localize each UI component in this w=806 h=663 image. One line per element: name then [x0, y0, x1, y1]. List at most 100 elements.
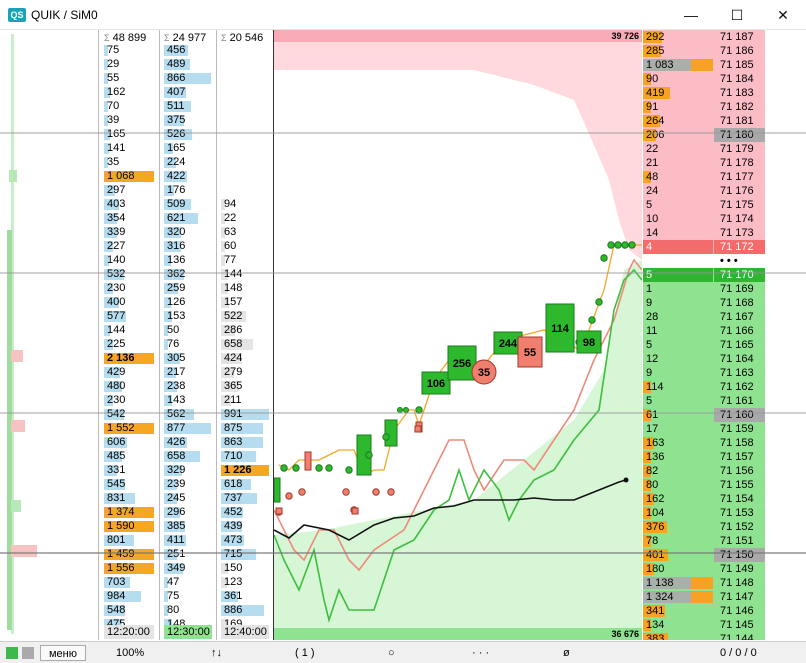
bid-row[interactable]: 5 71 161 [643, 394, 765, 408]
order-volume-cell[interactable]: 5 [643, 394, 713, 408]
status-gray-indicator[interactable] [22, 647, 34, 659]
order-price-cell[interactable]: 71 145 [720, 619, 754, 631]
order-volume-cell[interactable]: 28 [643, 310, 713, 324]
order-volume-cell[interactable]: 80 [643, 478, 713, 492]
order-price-cell[interactable]: 71 180 [714, 128, 765, 142]
order-volume-cell[interactable]: 180 [643, 562, 713, 576]
bid-row[interactable]: 11 71 166 [643, 324, 765, 338]
order-volume-cell[interactable]: 24 [643, 184, 713, 198]
ask-row[interactable]: 21 71 178 [643, 156, 765, 170]
circle-icon[interactable]: ○ [388, 647, 395, 659]
ask-row[interactable]: 5 71 175 [643, 198, 765, 212]
bid-row[interactable]: 78 71 151 [643, 534, 765, 548]
order-volume-cell[interactable]: 341 [643, 604, 713, 618]
bid-row[interactable]: 136 71 157 [643, 450, 765, 464]
bid-row[interactable]: 114 71 162 [643, 380, 765, 394]
order-volume-cell[interactable]: 401 [643, 548, 713, 562]
order-price-cell[interactable]: 71 178 [720, 157, 754, 169]
order-price-cell[interactable]: 71 149 [720, 563, 754, 575]
order-volume-cell[interactable]: 134 [643, 618, 713, 632]
order-price-cell[interactable]: 71 161 [720, 395, 754, 407]
order-price-cell[interactable]: 71 144 [720, 633, 754, 640]
order-price-cell[interactable]: 71 179 [720, 143, 754, 155]
ask-row[interactable]: 10 71 174 [643, 212, 765, 226]
order-price-cell[interactable]: 71 185 [720, 59, 754, 71]
bid-row[interactable]: 162 71 154 [643, 492, 765, 506]
minimize-button[interactable]: — [684, 7, 698, 23]
bid-row[interactable]: 80 71 155 [643, 478, 765, 492]
order-price-cell[interactable]: 71 177 [720, 171, 754, 183]
ask-row[interactable]: 1 083 71 185 [643, 58, 765, 72]
order-price-cell[interactable]: 71 165 [720, 339, 754, 351]
close-button[interactable]: ✕ [777, 7, 789, 23]
ask-row[interactable]: 264 71 181 [643, 114, 765, 128]
order-price-cell[interactable]: 71 160 [714, 408, 765, 422]
ask-row[interactable]: 91 71 182 [643, 100, 765, 114]
order-price-cell[interactable]: 71 163 [720, 367, 754, 379]
order-price-cell[interactable]: 71 175 [720, 199, 754, 211]
bid-row[interactable]: 82 71 156 [643, 464, 765, 478]
order-price-cell[interactable]: 71 186 [720, 45, 754, 57]
order-volume-cell[interactable]: 419 [643, 86, 713, 100]
order-volume-cell[interactable]: 1 324 [643, 590, 713, 604]
menu-button[interactable]: меню [40, 645, 86, 661]
order-price-cell[interactable]: 71 146 [720, 605, 754, 617]
null-icon[interactable]: ø [563, 647, 570, 659]
order-price-cell[interactable]: 71 147 [720, 591, 754, 603]
zoom-level[interactable]: 100% [116, 647, 145, 659]
order-price-cell[interactable]: 71 173 [720, 227, 754, 239]
order-volume-cell[interactable]: 17 [643, 422, 713, 436]
order-price-cell[interactable]: 71 169 [720, 283, 754, 295]
order-book[interactable]: 292 71 187 285 71 186 1 083 71 185 90 71 184 419… [643, 30, 765, 640]
ask-row[interactable]: 22 71 179 [643, 142, 765, 156]
order-volume-cell[interactable]: 91 [643, 100, 713, 114]
bid-row[interactable]: 17 71 159 [643, 422, 765, 436]
order-price-cell[interactable]: 71 152 [720, 521, 754, 533]
order-price-cell[interactable]: 71 172 [714, 240, 765, 254]
order-price-cell[interactable]: 71 153 [720, 507, 754, 519]
order-volume-cell[interactable]: 21 [643, 156, 713, 170]
order-volume-cell[interactable]: 104 [643, 506, 713, 520]
order-volume-cell[interactable]: 285 [643, 44, 713, 58]
order-price-cell[interactable]: 71 151 [720, 535, 754, 547]
order-price-cell[interactable]: 71 150 [714, 548, 765, 562]
order-volume-cell[interactable]: 22 [643, 142, 713, 156]
order-volume-cell[interactable]: 1 [643, 282, 713, 296]
order-volume-cell[interactable]: 5 [643, 198, 713, 212]
order-price-cell[interactable]: 71 158 [720, 437, 754, 449]
order-price-cell[interactable]: 71 183 [720, 87, 754, 99]
order-price-cell[interactable]: 71 148 [720, 577, 754, 589]
ask-row[interactable]: 48 71 177 [643, 170, 765, 184]
bid-row[interactable]: 180 71 149 [643, 562, 765, 576]
order-volume-cell[interactable]: 376 [643, 520, 713, 534]
order-volume-cell[interactable]: 78 [643, 534, 713, 548]
order-price-cell[interactable]: 71 182 [720, 101, 754, 113]
ask-row[interactable]: 14 71 173 [643, 226, 765, 240]
bid-row[interactable]: 5 71 165 [643, 338, 765, 352]
ask-row[interactable]: 285 71 186 [643, 44, 765, 58]
bid-row[interactable]: 61 71 160 [643, 408, 765, 422]
order-volume-cell[interactable]: 1 083 [643, 58, 713, 72]
order-price-cell[interactable]: 71 166 [720, 325, 754, 337]
bid-row[interactable]: 1 138 71 148 [643, 576, 765, 590]
order-price-cell[interactable]: 71 164 [720, 353, 754, 365]
ask-row[interactable]: 206 71 180 [643, 128, 765, 142]
order-price-cell[interactable]: 71 155 [720, 479, 754, 491]
bid-row[interactable]: 5 71 170 [643, 268, 765, 282]
price-chart[interactable]: 106 256 35 244 55 114 98 39 726 36 676 [274, 30, 642, 640]
maximize-button[interactable]: ☐ [730, 7, 744, 23]
status-green-indicator[interactable] [6, 647, 18, 659]
ask-row[interactable]: 4 71 172 [643, 240, 765, 254]
order-price-cell[interactable]: 71 156 [720, 465, 754, 477]
order-volume-cell[interactable]: 48 [643, 170, 713, 184]
ask-row[interactable]: 419 71 183 [643, 86, 765, 100]
order-price-cell[interactable]: 71 162 [720, 381, 754, 393]
bid-row[interactable]: 104 71 153 [643, 506, 765, 520]
order-volume-cell[interactable]: 9 [643, 366, 713, 380]
order-volume-cell[interactable]: 90 [643, 72, 713, 86]
bid-row[interactable]: 163 71 158 [643, 436, 765, 450]
bid-row[interactable]: 341 71 146 [643, 604, 765, 618]
order-volume-cell[interactable]: 383 [643, 632, 713, 640]
order-price-cell[interactable]: 71 181 [720, 115, 754, 127]
order-volume-cell[interactable]: 292 [643, 30, 713, 44]
